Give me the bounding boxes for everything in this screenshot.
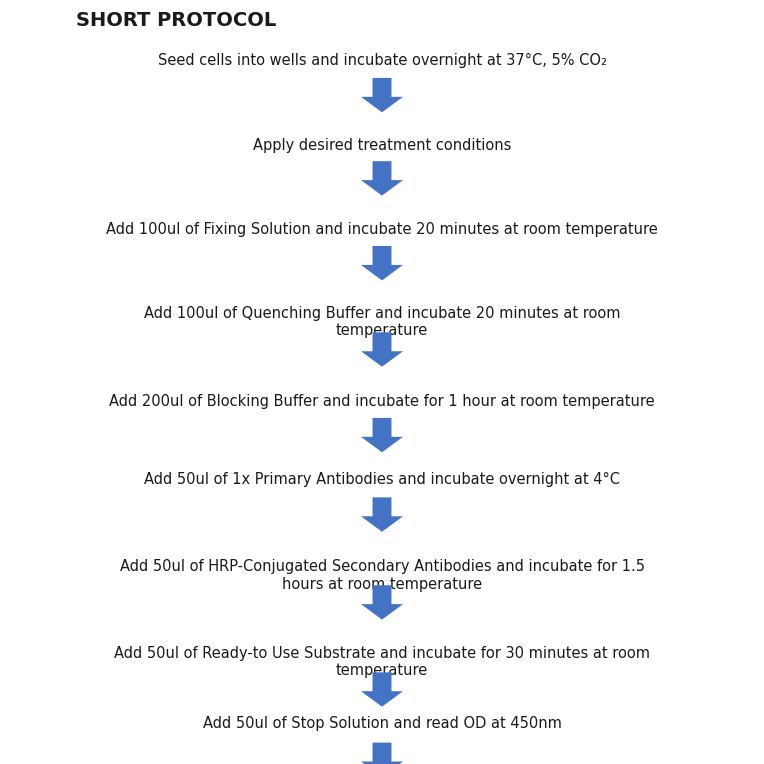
Polygon shape xyxy=(361,246,403,280)
Polygon shape xyxy=(361,585,403,620)
Polygon shape xyxy=(361,78,403,112)
Text: SHORT PROTOCOL: SHORT PROTOCOL xyxy=(76,11,277,31)
Polygon shape xyxy=(361,161,403,196)
Text: Add 50ul of HRP-Conjugated Secondary Antibodies and incubate for 1.5
hours at ro: Add 50ul of HRP-Conjugated Secondary Ant… xyxy=(119,559,645,591)
Polygon shape xyxy=(361,672,403,707)
Polygon shape xyxy=(361,497,403,532)
Polygon shape xyxy=(361,743,403,764)
Text: Add 50ul of Ready-to Use Substrate and incubate for 30 minutes at room
temperatu: Add 50ul of Ready-to Use Substrate and i… xyxy=(114,646,650,678)
Text: Add 50ul of 1x Primary Antibodies and incubate overnight at 4°C: Add 50ul of 1x Primary Antibodies and in… xyxy=(144,472,620,487)
Text: Add 100ul of Fixing Solution and incubate 20 minutes at room temperature: Add 100ul of Fixing Solution and incubat… xyxy=(106,222,658,237)
Text: Seed cells into wells and incubate overnight at 37°C, 5% CO₂: Seed cells into wells and incubate overn… xyxy=(157,53,607,69)
Polygon shape xyxy=(361,332,403,367)
Text: Add 200ul of Blocking Buffer and incubate for 1 hour at room temperature: Add 200ul of Blocking Buffer and incubat… xyxy=(109,394,655,410)
Text: Apply desired treatment conditions: Apply desired treatment conditions xyxy=(253,138,511,153)
Text: Add 100ul of Quenching Buffer and incubate 20 minutes at room
temperature: Add 100ul of Quenching Buffer and incuba… xyxy=(144,306,620,338)
Polygon shape xyxy=(361,418,403,452)
Text: Add 50ul of Stop Solution and read OD at 450nm: Add 50ul of Stop Solution and read OD at… xyxy=(202,716,562,731)
